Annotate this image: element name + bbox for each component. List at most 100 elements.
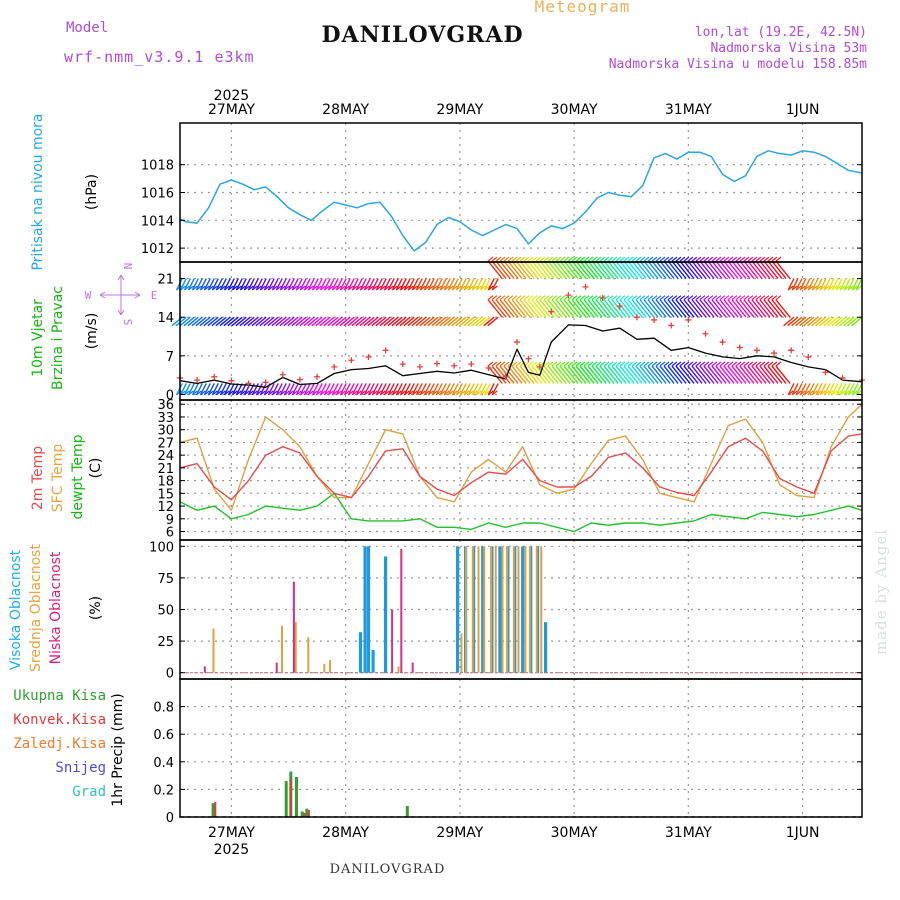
wind-barb-flag (336, 285, 342, 291)
wind-barb (707, 365, 723, 384)
wind-barb (355, 278, 363, 291)
y-tick-label: 1012 (141, 242, 174, 257)
y-tick-label: 12 (157, 500, 174, 515)
wind-barb (367, 278, 375, 291)
wind-barb (755, 260, 771, 280)
wind-barb-flag (211, 321, 218, 327)
wind-barb-flag (555, 361, 562, 367)
wind-barb-flag (244, 285, 250, 291)
wind-barb-flag (615, 295, 622, 301)
wind-gust-marker (616, 303, 623, 310)
wind-barb (327, 383, 335, 396)
wind-barb-flag (495, 361, 502, 367)
wind-barb-flag (823, 390, 830, 396)
wind-barb-flag (743, 256, 750, 262)
wind-barb (451, 383, 459, 396)
cloud-mid-bar (483, 546, 486, 673)
wind-gust-marker (485, 364, 492, 371)
wind-barb-flag (511, 361, 518, 367)
wind-barb (739, 299, 755, 318)
cloud-high-bar (521, 546, 525, 673)
wind-barb-flag (179, 321, 186, 327)
wind-barb-flag (515, 256, 522, 262)
cloud-high-bar (456, 546, 460, 673)
wind-barb (591, 260, 607, 280)
wind-barb-flag (791, 390, 798, 396)
wind-barb (811, 278, 819, 291)
model-elevation-label: Nadmorska Visina u modelu 158.85m (608, 57, 867, 72)
wind-barb-flag (587, 256, 594, 262)
wind-barb-flag (268, 390, 274, 396)
wind-barb-flag (515, 361, 522, 367)
wind-barb-flag (435, 321, 442, 327)
wind-barb-flag (184, 285, 190, 291)
chart-data-layer (171, 150, 865, 818)
wind-barb-flag (555, 256, 562, 262)
wind-barb-flag (412, 285, 418, 291)
wind-barb (607, 299, 623, 318)
wind-barb (767, 299, 783, 318)
wind-barb-flag (408, 285, 414, 291)
wind-barb (683, 260, 699, 280)
wind-barb (427, 278, 435, 291)
wind-barb-flag (195, 321, 202, 327)
wind-barb (843, 383, 851, 396)
wind-barb-flag (239, 321, 246, 327)
precip-convective-bar (303, 812, 306, 817)
wind-barb (223, 278, 231, 291)
wind-barb-flag (296, 390, 302, 396)
wind-barb (323, 383, 331, 396)
wind-barb-flag (356, 285, 362, 291)
wind-barb-flag (439, 390, 446, 396)
wind-barb-flag (224, 390, 230, 396)
wind-barb-flag (296, 285, 302, 291)
wind-barb-flag (571, 295, 578, 301)
wind-barb-flag (256, 285, 262, 291)
wind-barb (579, 260, 595, 280)
wind-barb-flag (691, 256, 698, 262)
wind-barb (491, 299, 507, 318)
wind-barb-flag (439, 321, 446, 327)
wind-barb (551, 299, 567, 318)
wind-barb (727, 260, 743, 280)
wind-gust-marker (502, 373, 509, 380)
wind-barb-flag (547, 361, 554, 367)
wind-barb-flag (759, 295, 766, 301)
wind-barb (491, 365, 507, 384)
wind-barb (459, 383, 467, 396)
y-tick-label: 50 (157, 604, 174, 619)
wind-barb (279, 383, 287, 396)
wind-barb-flag (511, 295, 518, 301)
wind-barb-flag (563, 256, 570, 262)
wind-barb-flag (396, 285, 402, 291)
wind-gust-marker (245, 380, 252, 387)
wind-barb (287, 383, 295, 396)
wind-barb-flag (703, 295, 710, 301)
wind-barb-flag (327, 321, 334, 327)
wind-barb (743, 299, 759, 318)
wind-barb-flag (639, 361, 646, 367)
wind-barb-flag (196, 390, 202, 396)
wind-barb (471, 383, 479, 396)
wind-barb-flag (428, 390, 434, 396)
wind-barb (851, 278, 859, 291)
wind-barb (271, 278, 279, 291)
wind-barb-flag (803, 285, 810, 291)
cloud-mid-bar (294, 622, 297, 673)
wind-barb-flag (252, 285, 258, 291)
wind-barb (511, 260, 527, 280)
wind-barb-flag (507, 295, 514, 301)
wind-barb-flag (531, 256, 538, 262)
wind-barb (751, 299, 767, 318)
wind-barb-flag (767, 295, 774, 301)
wind-barb-flag (527, 295, 534, 301)
wind-barb (695, 260, 711, 280)
wind-barb-flag (264, 390, 270, 396)
wind-barb (183, 383, 191, 396)
wind-barb-flag (783, 321, 790, 327)
wind-barb (635, 260, 651, 280)
y-tick-label: 30 (157, 424, 174, 439)
wind-barb (467, 383, 475, 396)
wind-barb-flag (755, 256, 762, 262)
wind-barb (283, 278, 291, 291)
